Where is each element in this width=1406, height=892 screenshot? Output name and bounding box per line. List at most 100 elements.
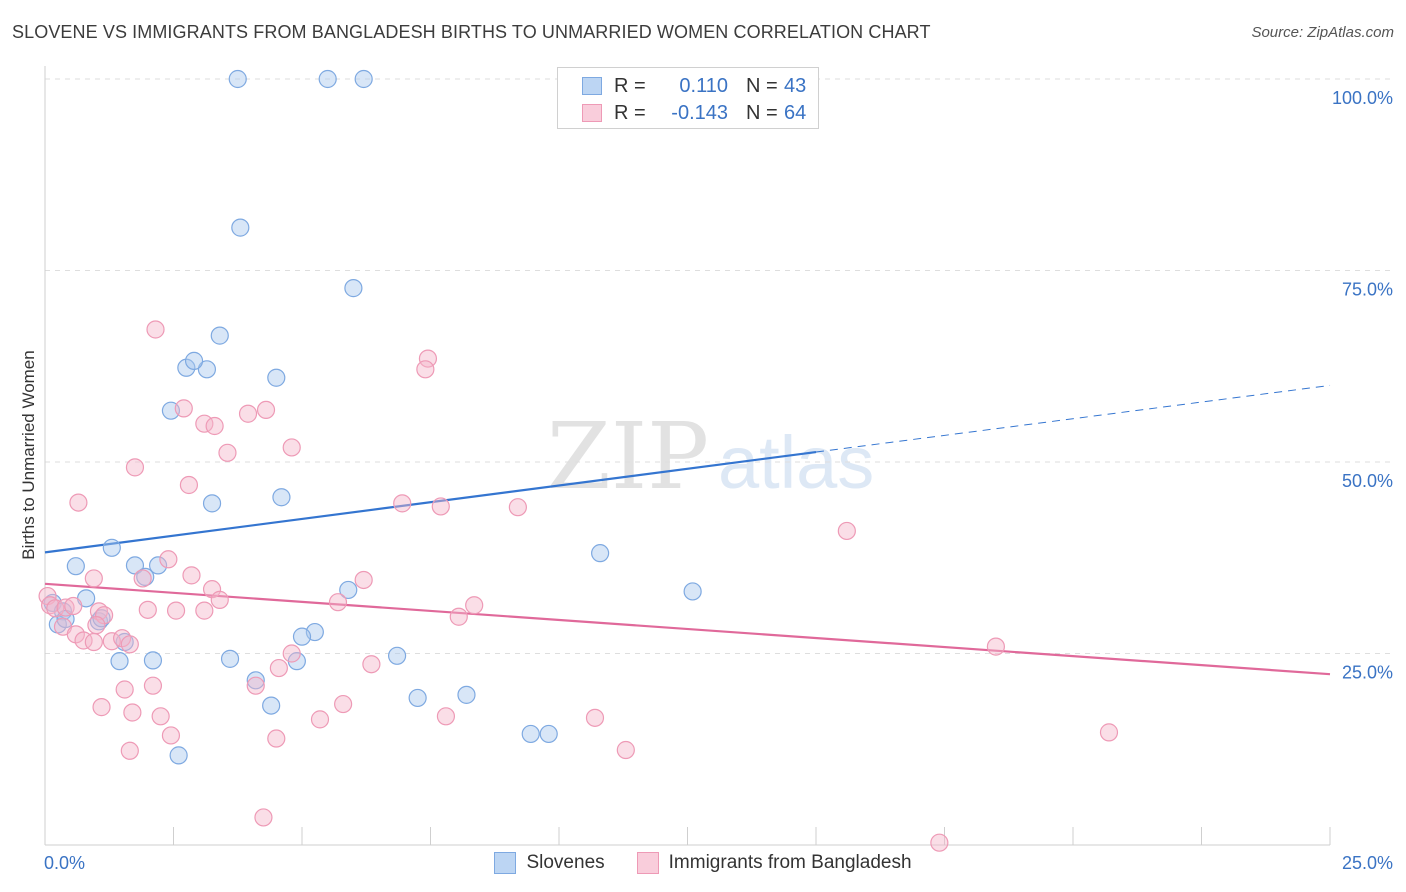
bangladesh-point [69, 493, 88, 512]
bangladesh-point [210, 590, 229, 609]
bangladesh-point [64, 596, 83, 616]
stats-row-slovenes: R = 0.110 N = 43 [582, 73, 806, 99]
bangladesh-point [125, 458, 145, 477]
bangladesh-point [282, 438, 301, 457]
bangladesh-point [328, 593, 348, 612]
bangladesh-point [449, 607, 468, 626]
bangladesh-point [1099, 723, 1119, 742]
bangladesh-point [436, 707, 456, 726]
slovenes-point [262, 696, 281, 715]
y-axis-label: Births to Unmarried Women [19, 350, 38, 559]
bangladesh-point [238, 404, 258, 423]
slovenes-point [292, 627, 312, 646]
bangladesh-point [166, 601, 186, 620]
slovenes-swatch [582, 77, 602, 95]
x-tick-label: 25.0% [1342, 853, 1393, 873]
bangladesh-point [930, 833, 949, 852]
stats-row-bangladesh: R = -0.143 N = 64 [582, 100, 806, 126]
bangladesh-point [282, 644, 301, 663]
bangladesh-point [354, 570, 373, 590]
bangladesh-point [151, 707, 170, 726]
bangladesh-point [143, 676, 163, 695]
trend-lines [44, 384, 1331, 676]
slovenes-point [539, 724, 558, 744]
slovenes-point [228, 69, 247, 89]
bangladesh-point [133, 569, 152, 588]
y-tick-label: 75.0% [1342, 280, 1393, 300]
bangladesh-point [616, 740, 635, 760]
slovenes-point [272, 488, 291, 507]
bangladesh-point [310, 710, 330, 729]
bangladesh-point [102, 632, 121, 651]
bangladesh-point [161, 726, 181, 745]
bangladesh-point [159, 550, 178, 569]
r-label: R = [614, 74, 646, 97]
bangladesh-point [416, 360, 435, 379]
tick-labels: 100.0% 75.0% 50.0% 25.0% 0.0% 25.0% [44, 88, 1393, 873]
bangladesh-point [334, 694, 353, 714]
slovenes-point [339, 580, 358, 600]
n-label: N = [746, 74, 778, 97]
series-legend: Slovenes Immigrants from Bangladesh [0, 852, 1406, 874]
slovenes-point [267, 368, 286, 387]
n-value: 64 [784, 101, 807, 124]
bangladesh-point [84, 569, 103, 588]
slovenes-point [318, 69, 337, 89]
slovenes-point [210, 326, 229, 345]
r-label: R = [614, 101, 646, 124]
slovenes-point [231, 218, 250, 237]
axes [44, 66, 1331, 846]
bangladesh-legend-swatch [636, 852, 659, 874]
bangladesh-point [269, 658, 288, 678]
bangladesh-point [123, 703, 142, 722]
slovenes-point [110, 652, 129, 671]
slovenes-point [344, 279, 363, 298]
bangladesh-swatch [582, 104, 602, 122]
bangladesh-point [465, 596, 484, 615]
slovenes-point [408, 688, 427, 708]
n-label: N = [746, 101, 778, 124]
slovenes-point [220, 649, 240, 668]
slovenes-trend-line [44, 450, 817, 554]
bangladesh-point [218, 443, 237, 462]
slovenes-point [184, 351, 204, 370]
bangladesh-point [120, 741, 139, 760]
slovenes-trend-extension [815, 384, 1331, 453]
bangladesh-point [986, 637, 1006, 656]
n-value: 43 [784, 74, 807, 97]
slovenes-point [148, 556, 168, 575]
slovenes-point [457, 685, 476, 704]
legend-label: Slovenes [526, 852, 605, 873]
bangladesh-point [120, 635, 139, 654]
legend-item-slovenes[interactable]: Slovenes [494, 852, 605, 874]
chart-title: SLOVENE VS IMMIGRANTS FROM BANGLADESH BI… [12, 22, 931, 42]
data-points [38, 69, 1119, 852]
slovenes-point [169, 746, 188, 765]
watermark-zip: ZIP [547, 403, 709, 510]
slovenes-point [143, 651, 163, 670]
legend-item-bangladesh[interactable]: Immigrants from Bangladesh [636, 852, 912, 874]
bangladesh-point [256, 400, 276, 420]
y-tick-label: 100.0% [1332, 88, 1393, 108]
y-tick-label: 25.0% [1342, 663, 1393, 683]
slovenes-point [66, 557, 85, 576]
bangladesh-point [92, 698, 111, 717]
bangladesh-point [41, 596, 60, 615]
bangladesh-point [267, 729, 286, 748]
bangladesh-point [87, 616, 106, 635]
grid-lines [45, 78, 1395, 654]
bangladesh-point [174, 399, 193, 418]
bangladesh-point [84, 632, 103, 652]
r-value: 0.110 [679, 74, 728, 97]
slovenes-point [102, 538, 121, 557]
bangladesh-point [182, 566, 201, 585]
y-tick-label: 50.0% [1342, 471, 1393, 491]
stats-legend: R = 0.110 N = 43 R = -0.143 N = 64 [557, 67, 819, 129]
bangladesh-point [508, 498, 527, 517]
slovenes-point [197, 360, 217, 379]
bangladesh-point [205, 416, 224, 436]
bangladesh-point [46, 599, 65, 618]
slovenes-point [177, 358, 196, 377]
bangladesh-point [195, 601, 214, 620]
